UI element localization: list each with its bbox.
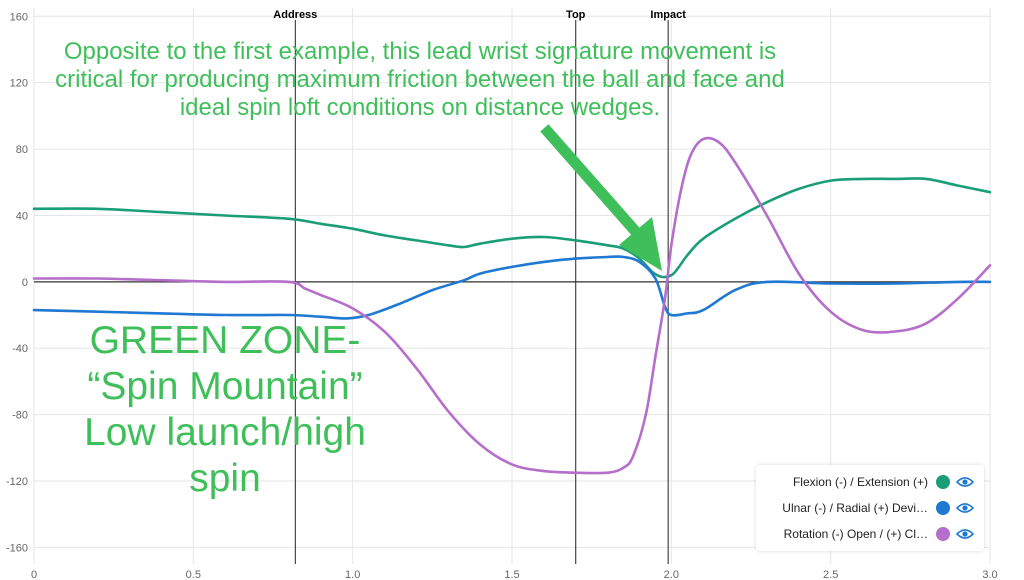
event-label-top: Top [566, 9, 586, 21]
legend-label: Rotation (-) Open / (+) Cl… [783, 527, 928, 541]
legend-color-dot [936, 475, 950, 489]
y-tick-label: 0 [22, 277, 28, 289]
y-tick-label: 80 [16, 144, 28, 156]
y-tick-label: -40 [12, 343, 28, 355]
event-markers: Address Top Impact [273, 9, 686, 564]
legend-color-dot [936, 527, 950, 541]
eye-icon[interactable] [956, 528, 974, 540]
y-tick-label: 160 [10, 11, 28, 23]
tick-labels: 160 120 80 40 0 -40 -80 -120 -160 0 0.5 1.0 1.5 2.0 2.… [6, 11, 998, 580]
annotation-green-zone: GREEN ZONE- “Spin Mountain” Low launch/h… [55, 318, 395, 502]
legend-color-dot [936, 501, 950, 515]
legend-label: Flexion (-) / Extension (+) [792, 475, 928, 489]
x-tick-label: 2.0 [664, 569, 679, 580]
y-tick-label: -120 [6, 476, 28, 488]
green-zone-desc-1: Low launch/high [84, 411, 366, 454]
y-tick-label: -160 [6, 542, 28, 554]
series-flexion-extension [32, 177, 992, 279]
legend-item-rotation[interactable]: Rotation (-) Open / (+) Cl… [756, 521, 984, 547]
green-zone-title: GREEN ZONE- [89, 319, 361, 362]
annotation-top-note: Opposite to the first example, this lead… [55, 38, 785, 121]
legend-label: Ulnar (-) / Radial (+) Devi… [782, 501, 928, 515]
x-tick-label: 2.5 [823, 569, 838, 580]
event-label-impact: Impact [650, 9, 686, 21]
chart-legend: Flexion (-) / Extension (+) Ulnar (-) / … [756, 465, 984, 551]
green-zone-subtitle: “Spin Mountain” [87, 365, 363, 408]
arrow-head [619, 217, 662, 271]
annotation-arrow [540, 124, 662, 271]
eye-icon[interactable] [956, 476, 974, 488]
green-zone-desc-2: spin [189, 457, 261, 500]
x-tick-label: 0 [31, 569, 37, 580]
series-ulnar-radial [32, 255, 992, 320]
x-tick-label: 1.0 [345, 569, 360, 580]
arrow-shaft [540, 124, 644, 240]
y-tick-label: -80 [12, 410, 28, 422]
series-rotation [32, 136, 992, 475]
x-tick-label: 3.0 [982, 569, 997, 580]
event-label-address: Address [273, 9, 317, 21]
series-lines [32, 136, 992, 475]
y-tick-label: 40 [16, 210, 28, 222]
legend-item-flexion[interactable]: Flexion (-) / Extension (+) [756, 469, 984, 495]
eye-icon[interactable] [956, 502, 974, 514]
x-tick-label: 1.5 [504, 569, 519, 580]
x-tick-label: 0.5 [186, 569, 201, 580]
legend-item-ulnar-radial[interactable]: Ulnar (-) / Radial (+) Devi… [756, 495, 984, 521]
y-tick-label: 120 [10, 78, 28, 90]
